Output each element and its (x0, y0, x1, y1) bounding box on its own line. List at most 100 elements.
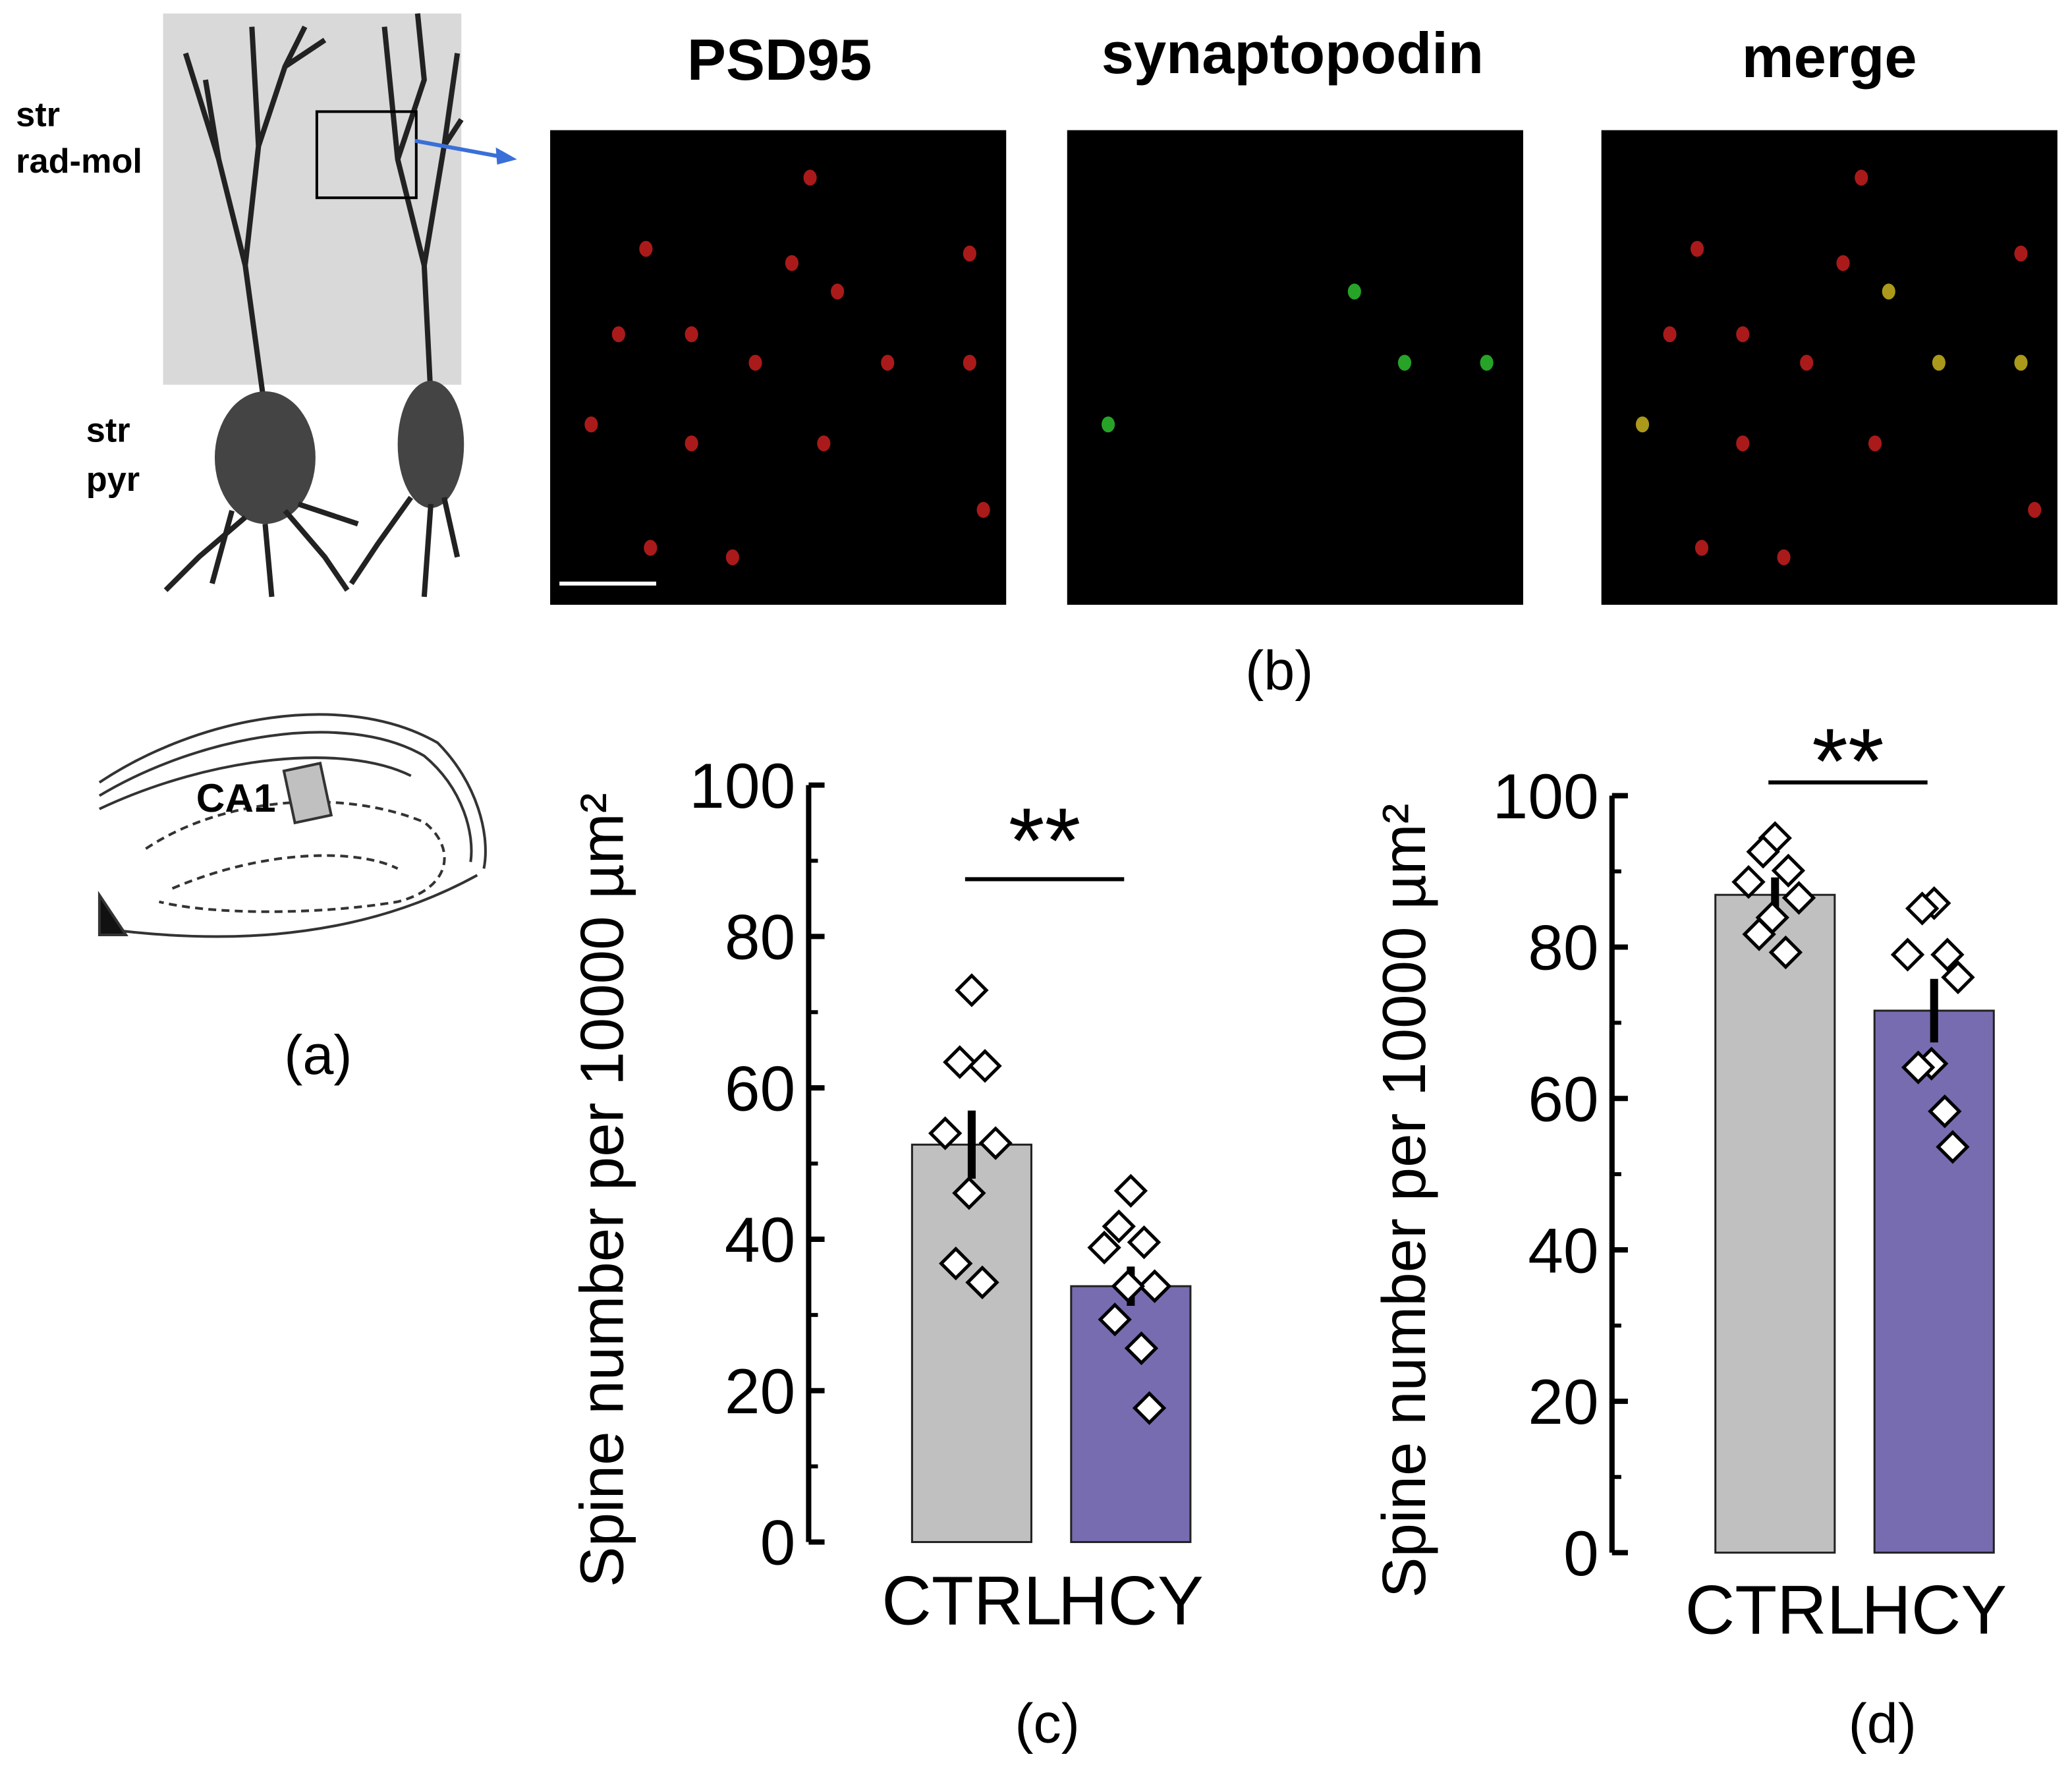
puncta (685, 326, 698, 343)
y-tick-label: 80 (725, 903, 795, 973)
image-title: merge (1742, 24, 1917, 90)
bar (1873, 1009, 1995, 1554)
bar (1070, 1285, 1192, 1544)
data-point (1781, 881, 1816, 915)
puncta (1855, 169, 1868, 186)
y-tick-label: 0 (1563, 1519, 1599, 1589)
puncta (2014, 245, 2028, 262)
x-tick-label: HCY (1058, 1562, 1204, 1639)
puncta (817, 435, 831, 452)
region-label: CA1 (196, 775, 276, 820)
image-title: synaptopodin (1102, 20, 1484, 86)
y-tick-label: 0 (760, 1508, 796, 1579)
data-point (1087, 1230, 1121, 1265)
neuron-drawing (163, 13, 517, 598)
puncta (1800, 354, 1814, 371)
image-title: PSD95 (687, 27, 872, 92)
y-tick-label: 60 (725, 1053, 795, 1124)
data-point (1890, 938, 1925, 972)
puncta (1635, 416, 1650, 433)
micrograph (550, 130, 1007, 605)
puncta (2028, 501, 2042, 518)
data-point (1124, 1331, 1159, 1366)
puncta (1347, 283, 1361, 300)
puncta (584, 416, 598, 433)
puncta (1397, 354, 1412, 371)
micrograph (1601, 130, 2058, 605)
panel-label: (b) (1245, 639, 1313, 702)
significance: ** (1009, 788, 1081, 892)
data-point (1102, 1209, 1136, 1244)
data-point (1731, 864, 1766, 899)
puncta (1736, 326, 1750, 343)
data-point (965, 1265, 999, 1300)
data-point (955, 973, 989, 1007)
puncta (1102, 416, 1115, 433)
layer-label: rad-mol (16, 142, 142, 181)
data-point (1928, 1094, 1962, 1129)
data-point (1768, 935, 1803, 970)
data-point (1941, 960, 1975, 995)
micrographs (550, 130, 2058, 605)
data-point (1746, 835, 1780, 869)
data-point (1111, 1269, 1146, 1303)
layer-label: str (16, 96, 60, 134)
y-tick-label: 100 (1493, 762, 1599, 832)
data-point (968, 1049, 1002, 1083)
hippocampus-sketch (98, 713, 487, 938)
puncta (803, 169, 817, 186)
puncta (611, 326, 625, 343)
y-tick-label: 100 (689, 751, 795, 822)
data-point (1936, 1130, 1970, 1164)
puncta (1777, 549, 1791, 565)
data-point (1098, 1303, 1132, 1337)
data-point (943, 1045, 977, 1079)
data-point (1127, 1225, 1162, 1260)
data-point (978, 1126, 1013, 1160)
puncta (1868, 435, 1882, 452)
micrograph (1067, 130, 1523, 605)
puncta (785, 255, 798, 271)
panel-label: (d) (1849, 1691, 1917, 1754)
y-tick-label: 80 (1528, 913, 1598, 984)
layer-label: pyr (86, 461, 140, 499)
data-point (1930, 938, 1965, 972)
data-point (1132, 1391, 1167, 1425)
data-point (1742, 917, 1776, 951)
puncta (1836, 255, 1850, 271)
significance: ** (1812, 709, 1884, 813)
x-tick-label: CTRL (882, 1562, 1061, 1639)
puncta (1690, 240, 1704, 257)
y-tick-label: 40 (725, 1205, 795, 1276)
data-point (952, 1176, 986, 1210)
y-tick-label: 40 (1528, 1216, 1598, 1286)
y-axis-label: Spine number per 10000 µm² (1370, 804, 1438, 1598)
puncta (1736, 435, 1750, 452)
y-tick-label: 60 (1528, 1064, 1598, 1135)
panel-label: (a) (284, 1023, 352, 1086)
bar (1714, 893, 1836, 1554)
puncta (639, 240, 653, 257)
data-point (1905, 891, 1940, 926)
x-tick-label: HCY (1861, 1571, 2007, 1648)
puncta (725, 549, 739, 565)
puncta (1882, 283, 1895, 300)
panel-label: (c) (1015, 1691, 1080, 1754)
puncta (1932, 354, 1946, 371)
bar (910, 1143, 1032, 1544)
puncta (1480, 354, 1494, 371)
puncta (963, 245, 976, 262)
puncta (1694, 540, 1709, 556)
puncta (963, 354, 976, 371)
data-point (928, 1116, 963, 1150)
x-tick-label: CTRL (1685, 1571, 1865, 1648)
puncta (976, 501, 990, 518)
data-point (1771, 853, 1806, 888)
puncta (644, 540, 658, 556)
data-point (1113, 1173, 1148, 1208)
y-axis-label: Spine number per 10000 µm² (568, 793, 636, 1587)
data-point (1137, 1269, 1172, 1303)
puncta (881, 354, 895, 371)
y-tick-label: 20 (1528, 1367, 1598, 1438)
